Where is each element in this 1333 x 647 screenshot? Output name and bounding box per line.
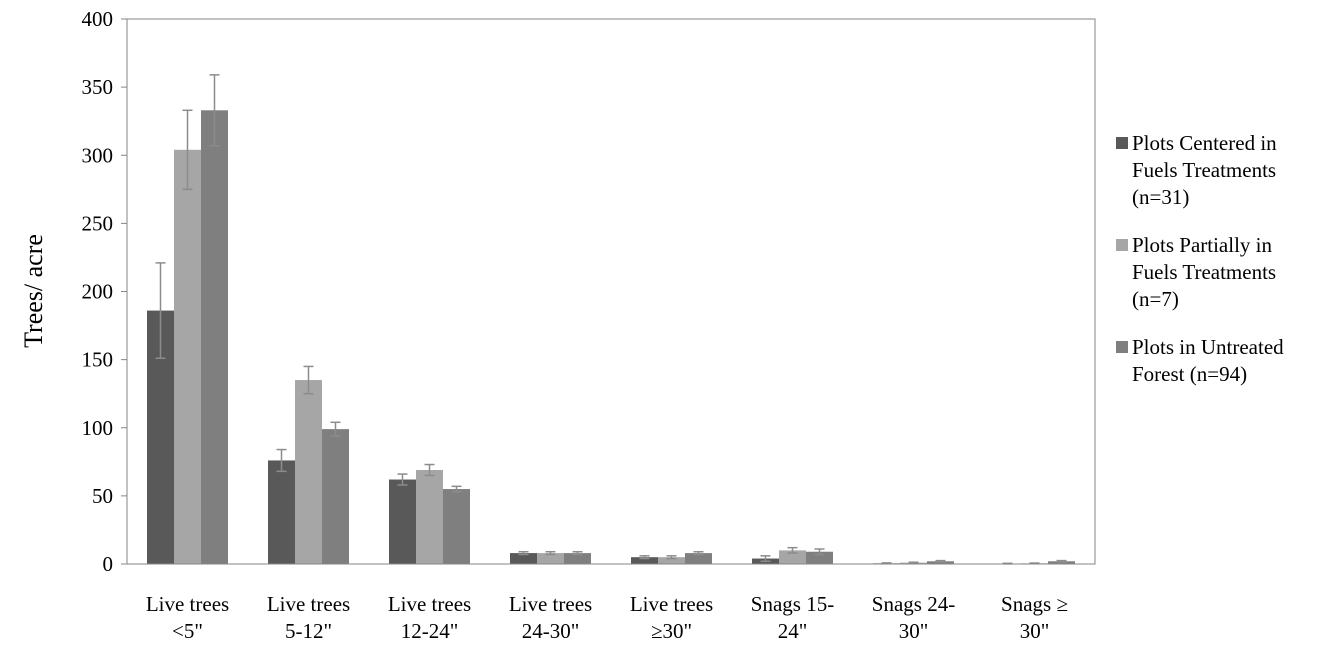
bar-series-3 <box>201 110 228 564</box>
bar-series-2 <box>779 550 806 564</box>
x-tick-label: Live trees <box>630 592 713 616</box>
x-tick-label: 5-12" <box>285 619 332 643</box>
legend-label-line: Fuels Treatments <box>1132 260 1277 284</box>
bar-series-1 <box>389 479 416 564</box>
y-tick-label: 200 <box>82 280 114 304</box>
bar-series-2 <box>295 380 322 564</box>
bar-series-3 <box>806 551 833 564</box>
x-tick-label: Live trees <box>509 592 592 616</box>
y-tick-label: 0 <box>103 552 114 576</box>
y-tick-label: 250 <box>82 211 114 235</box>
x-axis-labels: Live trees <5" Live trees 5-12" Live trees 12… <box>146 592 1068 643</box>
x-tick-label: ≥30" <box>651 619 692 643</box>
y-tick-label: 300 <box>82 143 114 167</box>
legend-label-line: Forest (n=94) <box>1132 362 1248 386</box>
legend-swatch <box>1116 137 1128 149</box>
x-tick-label: Live trees <box>388 592 471 616</box>
bars-group <box>147 74 1075 565</box>
x-tick-label: Snags ≥ <box>1001 592 1068 616</box>
x-tick-label: 30" <box>899 619 929 643</box>
y-tick-label: 350 <box>82 75 114 99</box>
bar-series-3 <box>685 553 712 564</box>
x-tick-label: Snags 24- <box>872 592 955 616</box>
legend: Plots Centered in Fuels Treatments (n=31) P… <box>1116 130 1331 409</box>
x-tick-label: Live trees <box>267 592 350 616</box>
y-axis-title: Trees/ acre <box>19 234 48 348</box>
bar-series-2 <box>416 469 443 564</box>
y-tick-label: 400 <box>82 7 114 31</box>
bar-series-2 <box>658 557 685 564</box>
legend-item-3: Plots in Untreated Forest (n=94) <box>1116 334 1331 388</box>
legend-label-line: Plots in Untreated <box>1132 335 1284 359</box>
x-tick-label: <5" <box>172 619 203 643</box>
bar-series-3 <box>564 553 591 564</box>
x-tick-label: 24-30" <box>522 619 580 643</box>
bar-series-1 <box>268 460 295 564</box>
x-tick-label: 24" <box>778 619 808 643</box>
y-axis-ticks: 0 50 100 150 200 250 300 350 400 <box>82 7 127 576</box>
legend-item-2: Plots Partially in Fuels Treatments (n=7) <box>1116 232 1331 313</box>
x-tick-label: Live trees <box>146 592 229 616</box>
bar-series-3 <box>322 429 349 564</box>
bar-series-2 <box>174 149 201 565</box>
legend-swatch <box>1116 341 1128 353</box>
legend-label-line: (n=7) <box>1132 287 1179 311</box>
legend-label-line: Fuels Treatments <box>1132 158 1277 182</box>
bar-series-3 <box>443 489 470 564</box>
legend-item-1: Plots Centered in Fuels Treatments (n=31) <box>1116 130 1331 211</box>
bar-series-1 <box>631 557 658 564</box>
bar-series-1 <box>510 553 537 564</box>
x-tick-label: Snags 15- <box>751 592 834 616</box>
x-tick-label: 12-24" <box>401 619 459 643</box>
legend-label-line: (n=31) <box>1132 185 1190 209</box>
legend-label-line: Plots Centered in <box>1132 131 1277 155</box>
x-tick-label: 30" <box>1020 619 1050 643</box>
y-tick-label: 150 <box>82 348 114 372</box>
legend-swatch <box>1116 239 1128 251</box>
legend-label-line: Plots Partially in <box>1132 233 1273 257</box>
bar-series-2 <box>537 553 564 564</box>
y-tick-label: 100 <box>82 416 114 440</box>
y-tick-label: 50 <box>92 484 113 508</box>
